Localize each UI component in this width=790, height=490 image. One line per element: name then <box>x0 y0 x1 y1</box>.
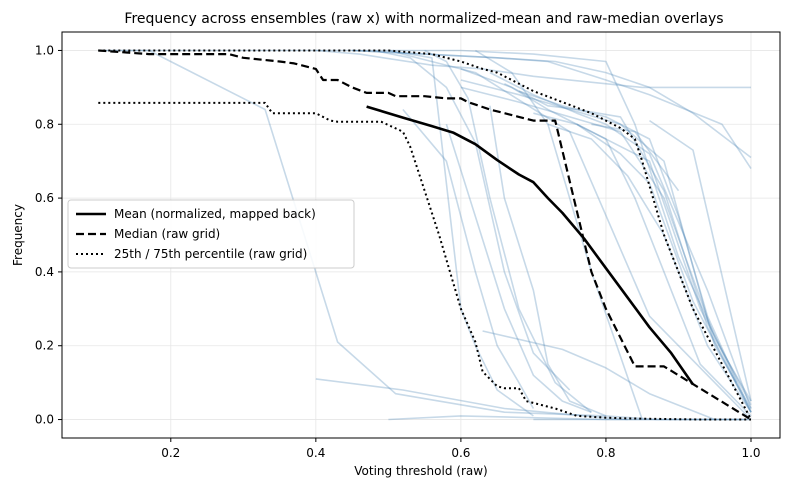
y-axis-label: Frequency <box>11 204 25 266</box>
y-tick-label: 0.2 <box>35 339 54 353</box>
x-tick-label: 0.6 <box>451 446 470 460</box>
ensemble-line <box>576 123 752 417</box>
legend-label-median: Median (raw grid) <box>114 227 220 241</box>
plot-frame <box>61 31 781 439</box>
ensemble-line <box>504 82 752 413</box>
ensemble-line <box>460 79 752 409</box>
ensemble-line <box>373 49 571 391</box>
ensemble-line <box>489 105 607 417</box>
ensemble-line <box>489 71 752 409</box>
ensemble-line <box>315 378 628 421</box>
percentile-line <box>98 49 752 420</box>
x-axis-ticks: 0.2 0.4 0.6 0.8 1.0 <box>161 438 761 460</box>
ensemble-line <box>460 68 752 406</box>
y-tick-label: 0.8 <box>35 117 54 131</box>
legend: Mean (normalized, mapped back) Median (r… <box>67 199 355 269</box>
ensemble-line <box>424 49 592 413</box>
ensemble-line <box>547 123 752 413</box>
ensemble-line <box>482 330 715 421</box>
ensemble-line <box>388 49 738 383</box>
x-tick-label: 1.0 <box>741 446 760 460</box>
y-axis-ticks: 0.0 0.2 0.4 0.6 0.8 1.0 <box>35 43 62 427</box>
ensemble-line <box>445 124 592 413</box>
ensemble-line <box>388 415 751 421</box>
ensemble-line <box>649 119 752 402</box>
x-tick-label: 0.2 <box>161 446 180 460</box>
x-axis-label: Voting threshold (raw) <box>354 464 488 478</box>
grid <box>62 32 780 438</box>
legend-label-percentile: 25th / 75th percentile (raw grid) <box>114 247 307 261</box>
ensemble-line <box>460 86 752 402</box>
median-line <box>98 49 752 421</box>
y-tick-label: 0.0 <box>35 413 54 427</box>
ensemble-line <box>98 49 752 421</box>
ensemble-line <box>474 49 643 420</box>
ensemble-line <box>402 108 535 409</box>
ensemble-lines <box>98 49 752 421</box>
ensemble-line <box>518 90 752 413</box>
ensemble-line <box>591 123 680 192</box>
ensemble-line <box>352 49 752 170</box>
legend-label-mean: Mean (normalized, mapped back) <box>114 207 316 221</box>
ensemble-line <box>533 112 752 413</box>
x-tick-label: 0.8 <box>596 446 615 460</box>
mean-line <box>366 105 695 386</box>
overlay-lines <box>98 49 752 421</box>
y-tick-label: 0.4 <box>35 265 54 279</box>
legend-box <box>67 199 355 269</box>
ensemble-line <box>352 49 752 159</box>
x-tick-label: 0.4 <box>306 446 325 460</box>
chart-title: Frequency across ensembles (raw x) with … <box>124 11 723 27</box>
y-tick-label: 0.6 <box>35 191 54 205</box>
y-tick-label: 1.0 <box>35 43 54 57</box>
